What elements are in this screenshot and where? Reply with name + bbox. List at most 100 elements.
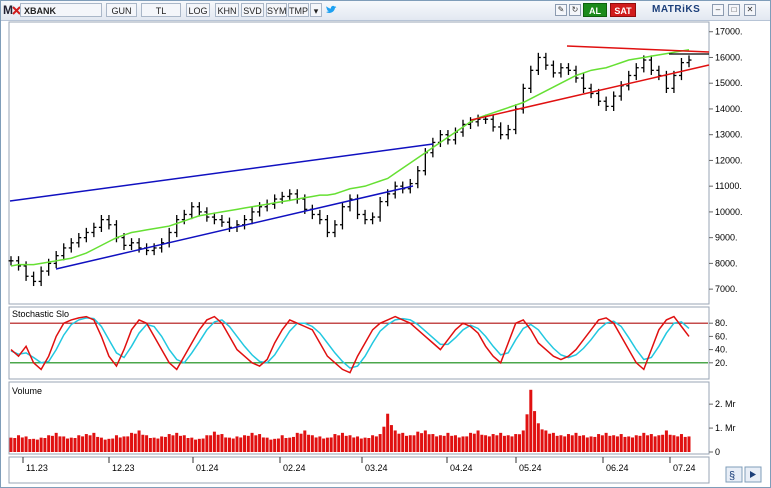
volume-bar — [472, 433, 476, 452]
minimize-icon[interactable]: – — [712, 4, 724, 16]
symbol-field[interactable]: XBANK — [20, 3, 102, 17]
volume-bar — [491, 434, 495, 452]
price-bar — [189, 202, 195, 220]
volume-bar — [661, 434, 665, 452]
toolbar-button-log[interactable]: LOG — [186, 3, 210, 17]
price-tick-label: 13000. — [715, 130, 743, 140]
volume-bar — [563, 436, 567, 452]
volume-bar — [574, 432, 578, 452]
sell-button[interactable]: SAT — [610, 3, 636, 17]
close-icon[interactable]: ✕ — [744, 4, 756, 16]
price-bar — [68, 238, 74, 253]
volume-bar — [612, 435, 616, 452]
triangle-upper-line[interactable] — [566, 45, 710, 53]
volume-bar — [514, 434, 518, 452]
volume-bar — [209, 435, 213, 452]
price-bar — [332, 220, 338, 238]
twitter-icon[interactable] — [325, 5, 337, 15]
price-bar — [91, 222, 97, 238]
price-bar — [339, 202, 345, 230]
volume-bar — [43, 438, 47, 452]
volume-bar — [378, 434, 382, 452]
price-tick-label: 7000. — [715, 284, 738, 294]
brand-logo: MATRiKS — [652, 4, 701, 15]
volume-bar — [679, 434, 683, 452]
toolbar-button-tl[interactable]: TL — [141, 3, 181, 17]
price-bar — [460, 119, 466, 137]
volume-bar — [548, 433, 552, 452]
maximize-icon[interactable]: □ — [728, 4, 740, 16]
sync-icon[interactable] — [725, 466, 743, 483]
volume-bar — [280, 435, 284, 452]
volume-bar — [352, 437, 356, 452]
price-bar — [8, 256, 14, 266]
price-tick-label: 11000. — [715, 181, 742, 191]
volume-bar — [502, 435, 506, 452]
toolbar-button-tmp[interactable]: TMP — [288, 3, 309, 17]
price-bar — [505, 124, 511, 140]
buy-button[interactable]: AL — [583, 3, 607, 17]
edit-icon[interactable]: ✎ — [555, 4, 567, 16]
stochastic-tick-label: 60. — [715, 331, 728, 341]
stochastic-panel[interactable] — [8, 306, 710, 380]
price-panel[interactable] — [8, 21, 710, 305]
price-bar — [671, 70, 677, 93]
toolbar-button-gun[interactable]: GUN — [106, 3, 137, 17]
volume-bar — [212, 431, 216, 452]
volume-bar — [137, 430, 141, 452]
price-bar — [174, 214, 180, 238]
volume-bar — [20, 437, 24, 452]
channel-upper-line[interactable] — [9, 143, 434, 202]
volume-bar — [642, 432, 646, 452]
price-bar — [196, 202, 202, 217]
volume-bar — [171, 435, 175, 452]
volume-bar — [186, 438, 190, 452]
volume-bar — [13, 438, 17, 452]
triangle-lower-line[interactable] — [470, 64, 710, 121]
price-bar — [611, 91, 617, 112]
volume-bar — [401, 432, 405, 452]
dropdown-arrow-icon[interactable]: ▾ — [310, 3, 322, 17]
toolbar-button-sym[interactable]: SYM — [266, 3, 287, 17]
price-bar — [475, 114, 481, 127]
chart-area[interactable]: 17000. 16000. 15000. 14000. 13000. 12000. 1100… — [1, 20, 770, 487]
volume-bar — [653, 436, 657, 452]
time-tick-label: 01.24 — [196, 463, 219, 473]
toolbar-button-khn[interactable]: KHN — [215, 3, 239, 17]
volume-bar — [363, 437, 367, 452]
menu-letter[interactable]: M — [3, 3, 13, 17]
toolbar-button-svd[interactable]: SVD — [241, 3, 264, 17]
volume-bar — [634, 435, 638, 452]
price-bar — [626, 70, 632, 91]
volume-bar — [566, 434, 570, 452]
price-tick-label: 16000. — [715, 52, 743, 62]
volume-bar — [551, 432, 555, 452]
price-tick-label: 14000. — [715, 104, 743, 114]
volume-bar — [446, 432, 450, 452]
refresh-icon[interactable]: ↻ — [569, 4, 581, 16]
volume-bar — [258, 434, 262, 452]
volume-bar — [265, 437, 269, 452]
close-symbol-icon[interactable] — [12, 6, 21, 15]
volume-bar — [608, 435, 612, 452]
volume-bar — [521, 430, 525, 452]
volume-bar — [687, 436, 691, 452]
price-bar — [581, 73, 587, 93]
volume-bar — [73, 438, 77, 452]
price-bar — [377, 196, 383, 222]
volume-bar — [442, 435, 446, 452]
price-bar — [558, 63, 564, 78]
price-bar — [257, 202, 263, 217]
time-tick-label: 06.24 — [606, 463, 629, 473]
toolbar: M XBANK GUN TL LOG KHN SVD SYM TMP ▾ ✎ ↻ AL SA… — [1, 1, 770, 21]
volume-bar — [408, 435, 412, 452]
channel-lower-line[interactable] — [55, 185, 414, 270]
time-tick-label: 03.24 — [365, 463, 388, 473]
volume-bar — [578, 435, 582, 452]
price-bar — [287, 189, 293, 202]
volume-bar — [167, 434, 171, 452]
price-tick-label: 9000. — [715, 233, 738, 243]
volume-bar — [438, 435, 442, 452]
price-bar — [98, 214, 104, 232]
volume-bar — [657, 435, 661, 452]
